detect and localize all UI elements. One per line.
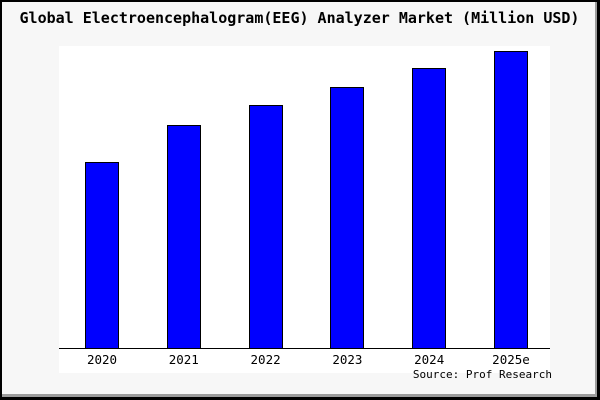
source-credit: Source: Prof Research — [412, 368, 552, 381]
x-tick-slot: 2020 — [85, 352, 119, 367]
x-tick-slot: 2021 — [167, 352, 201, 367]
bar-2025e — [493, 50, 528, 349]
x-tick-slot: 2025e — [492, 352, 530, 367]
chart-title: Global Electroencephalogram(EEG) Analyze… — [19, 9, 580, 27]
x-axis-line — [59, 347, 550, 349]
x-tick-label: 2024 — [414, 352, 445, 367]
bar-2022 — [248, 105, 283, 349]
bar-2023 — [330, 86, 365, 349]
bar-2020 — [85, 162, 119, 349]
x-tick-label: 2020 — [86, 352, 118, 367]
x-tick-label: 2025e — [492, 352, 530, 367]
bar-2021 — [166, 125, 201, 349]
x-tick-slot: 2024 — [412, 352, 446, 367]
plot-area: 2020 2021 2022 2023 2024 2025e — [59, 46, 550, 373]
x-tick-slot: 2023 — [330, 352, 364, 367]
x-tick-labels: 2020 2021 2022 2023 2024 2025e — [59, 352, 550, 367]
bars-row — [59, 46, 550, 349]
x-tick-label: 2023 — [332, 352, 363, 367]
x-tick-label: 2022 — [250, 352, 281, 367]
x-tick-slot: 2022 — [249, 352, 283, 367]
bar-2024 — [412, 68, 447, 349]
x-tick-label: 2021 — [168, 352, 199, 367]
